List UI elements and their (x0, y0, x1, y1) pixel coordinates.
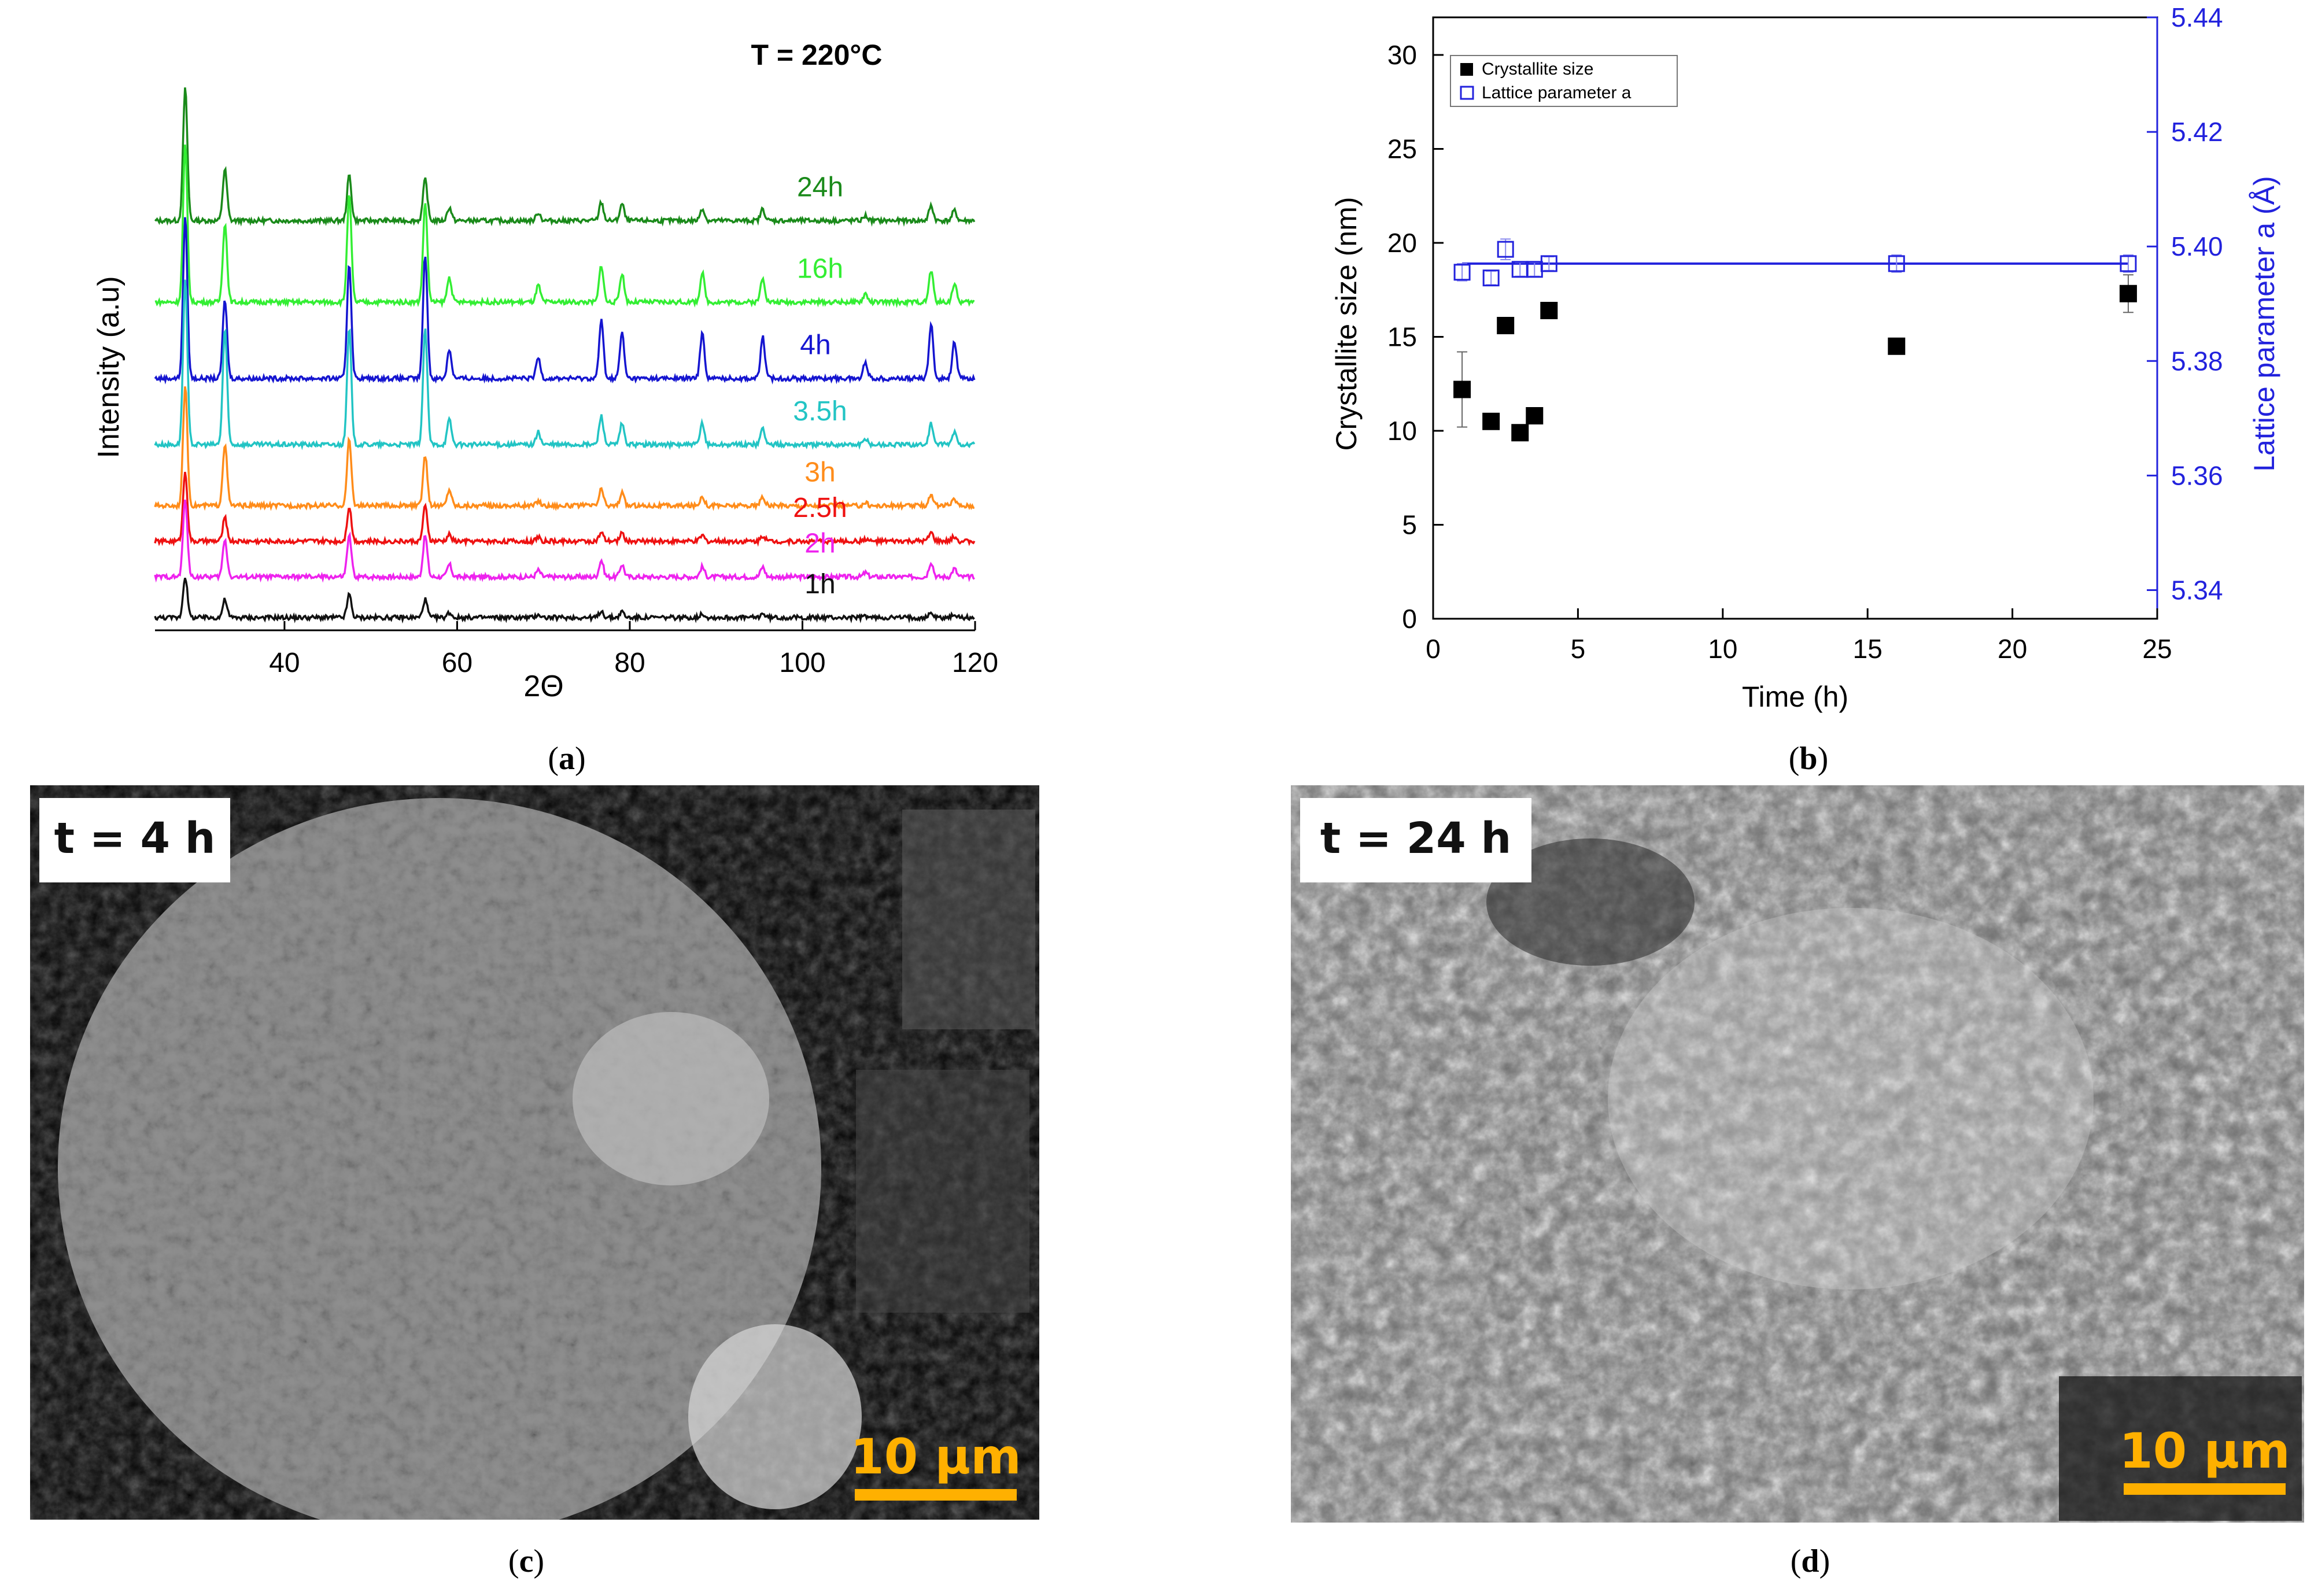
legend-label-crystallite: Crystallite size (1482, 60, 1593, 79)
scale-bar-label: 10 µm (2119, 1423, 2290, 1479)
time-label: t = 24 h (1320, 814, 1511, 863)
panel-caption-c: (c) (508, 1543, 544, 1579)
kinetics-x-label: Time (h) (1742, 681, 1848, 713)
panel-caption-d: (d) (1791, 1543, 1830, 1579)
x-tick-label: 5 (1571, 634, 1586, 664)
y-tick-label: 5 (1402, 510, 1417, 540)
time-label: t = 4 h (54, 814, 216, 863)
xrd-x-tick-label: 60 (442, 648, 473, 678)
xrd-x-ticks: 40 60 80 100 120 (269, 621, 998, 678)
xrd-series-label: 3.5h (793, 396, 847, 427)
xrd-trace-24h (154, 87, 976, 227)
y-tick-label: 30 (1387, 40, 1417, 70)
kinetics-points (1453, 238, 2137, 442)
sem-image-4h: t = 4 h 10 µm (c) (30, 785, 1039, 1579)
y-right-tick-label: 5.44 (2171, 2, 2223, 32)
lattice-point (1888, 255, 1905, 272)
crystallite-point (2119, 285, 2137, 302)
y-right-tick-label: 5.34 (2171, 575, 2223, 605)
x-tick-label: 0 (1426, 634, 1441, 664)
xrd-series-label: 2h (804, 529, 835, 559)
x-tick-label: 20 (1998, 634, 2027, 664)
panel-caption-a: (a) (548, 741, 585, 777)
legend-marker-lattice (1460, 86, 1474, 100)
lattice-point (1540, 255, 1557, 272)
y-tick-label: 10 (1387, 416, 1417, 446)
y-right-tick-label: 5.38 (2171, 346, 2223, 376)
lattice-point (1482, 269, 1500, 287)
xrd-series-label: 1h (804, 569, 835, 600)
xrd-x-tick-label: 80 (614, 648, 645, 678)
xrd-series-label: 16h (797, 253, 843, 284)
legend-label-lattice: Lattice parameter a (1482, 83, 1632, 102)
x-tick-label: 15 (1853, 634, 1883, 664)
crystallite-point (1453, 380, 1471, 398)
xrd-series-label: 4h (800, 330, 831, 360)
y-right-tick-label: 5.36 (2171, 460, 2223, 490)
scale-bar (855, 1489, 1017, 1501)
xrd-x-tick-label: 100 (779, 648, 825, 678)
lattice-point (1497, 241, 1514, 258)
kinetics-y-label: Crystallite size (nm) (1330, 197, 1363, 451)
y-tick-label: 20 (1387, 228, 1417, 258)
xrd-trace-16h (154, 144, 975, 309)
y-tick-label: 15 (1387, 322, 1417, 352)
scale-bar-label: 10 µm (850, 1428, 1021, 1485)
xrd-series-label: 24h (797, 172, 843, 203)
sem-image-24h: t = 24 h 10 µm (d) (1291, 785, 2304, 1579)
time-label-box (39, 798, 230, 882)
crystallite-point (1526, 407, 1544, 424)
kinetics-y-label-right: Lattice parameter a (Å) (2248, 176, 2280, 471)
xrd-series-label: 3h (804, 457, 835, 487)
y-tick-label: 25 (1387, 134, 1417, 164)
x-tick-label: 10 (1708, 634, 1737, 664)
crystallite-point (1540, 302, 1558, 319)
xrd-trace-2h (154, 499, 975, 583)
xrd-y-label: Intensity (a.u) (92, 276, 126, 458)
time-label-box (1300, 798, 1531, 882)
xrd-series-labels: 24h 16h 4h 3.5h 3h 2.5h 2h 1h (793, 172, 847, 600)
crystallite-point (1497, 317, 1515, 334)
scale-bar (2124, 1483, 2286, 1495)
xrd-title: T = 220°C (751, 39, 882, 71)
xrd-trace-3.5h (154, 279, 976, 450)
crystallite-point (1482, 412, 1500, 430)
lattice-point (2120, 255, 2137, 272)
xrd-trace-3h (154, 386, 975, 512)
xrd-x-tick-label: 120 (952, 648, 998, 678)
y-tick-label: 0 (1402, 604, 1417, 634)
xrd-trace-2.5h (154, 471, 976, 548)
xrd-x-label: 2Θ (523, 670, 563, 703)
xrd-traces (154, 87, 976, 624)
y-right-tick-label: 5.42 (2171, 117, 2223, 147)
lattice-point (1453, 264, 1471, 281)
kinetics-ticks: 0 5 10 15 20 25 0 5 10 15 20 25 30 5.34 5.36 5.38 5.40 5.… (1387, 2, 2223, 664)
crystallite-point (1511, 424, 1529, 442)
y-right-tick-label: 5.40 (2171, 231, 2223, 261)
xrd-trace-4h (154, 217, 976, 385)
legend-box (1450, 55, 1678, 107)
panel-caption-b: (b) (1789, 741, 1828, 777)
crystallite-point (1888, 337, 1906, 355)
xrd-panel: 24h 16h 4h 3.5h 3h 2.5h 2h 1h 40 60 80 100 120 T = … (92, 39, 998, 777)
xrd-series-label: 2.5h (793, 493, 847, 523)
x-tick-label: 25 (2142, 634, 2172, 664)
xrd-trace-1h (154, 578, 975, 624)
kinetics-panel: 0 5 10 15 20 25 0 5 10 15 20 25 30 5.34 5.36 5.38 5.40 5.… (1330, 2, 2280, 777)
xrd-x-tick-label: 40 (269, 648, 300, 678)
legend-marker-crystallite (1460, 63, 1473, 76)
